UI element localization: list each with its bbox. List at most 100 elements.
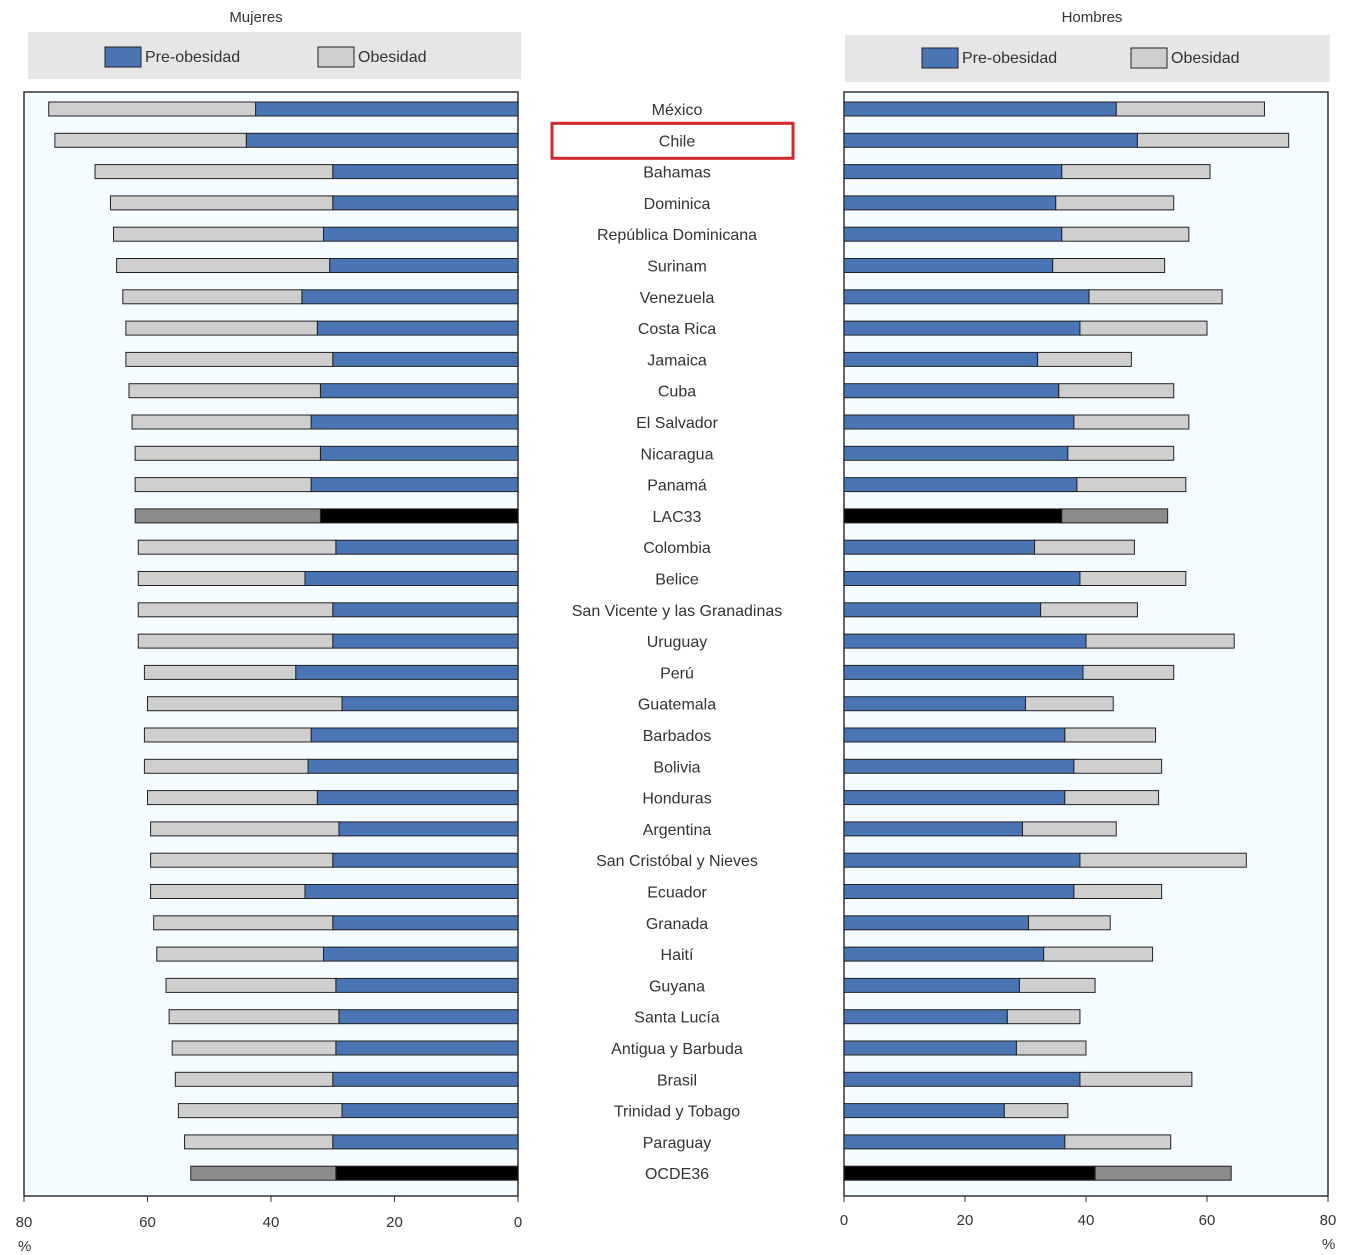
bar-hombres-obe-el-salvador (1073, 414, 1190, 430)
bar-hombres-pre-guyana (843, 977, 1020, 993)
x-tick-label-mujeres: 20 (386, 1214, 403, 1231)
x-tick-label-mujeres: 40 (263, 1214, 280, 1231)
panel-title-hombres: Hombres (1062, 9, 1123, 26)
bar-hombres-obe-ecuador (1073, 884, 1163, 899)
bar-mujeres-pre-surinam (329, 258, 519, 273)
legend-mujeres: Pre-obesidad Obesidad (28, 32, 521, 79)
bar-hombres-obe-antigua-y-barbuda (1015, 1040, 1087, 1056)
bar-mujeres-pre-guatemala (341, 696, 519, 712)
bar-mujeres-obe-trinidad-y-tobago (177, 1103, 343, 1119)
bar-hombres-pre-argentina (843, 821, 1023, 837)
country-label-antigua-y-barbuda: Antigua y Barbuda (611, 1041, 743, 1058)
bar-mujeres-pre-jamaica (332, 351, 519, 367)
bar-mujeres-pre-peru (295, 664, 519, 680)
bar-hombres-obe-belice (1079, 571, 1187, 586)
bar-mujeres-obe-bolivia (143, 758, 309, 774)
bar-hombres-obe-honduras (1064, 790, 1160, 806)
bar-hombres-pre-ecuador (843, 884, 1075, 899)
bar-hombres-obe-peru (1082, 664, 1175, 680)
bar-mujeres-obe-surinam (116, 258, 331, 273)
country-label-chile: Chile (659, 133, 696, 150)
x-tick-label-mujeres: 80 (16, 1214, 33, 1231)
bar-hombres-obe-panama (1076, 477, 1187, 493)
country-label-guatemala: Guatemala (638, 697, 716, 714)
bar-hombres-pre-republica-dominicana (843, 226, 1063, 242)
bar-mujeres-obe-san-cristobal-y-nieves (150, 852, 334, 868)
x-unit-label-mujeres: % (18, 1238, 31, 1255)
bar-hombres-obe-jamaica (1037, 351, 1132, 367)
bar-hombres-obe-uruguay (1085, 633, 1235, 649)
bar-mujeres-obe-venezuela (122, 289, 303, 305)
x-tick-label-hombres: 80 (1320, 1212, 1337, 1229)
bar-mujeres-pre-san-cristobal-y-nieves (332, 852, 519, 868)
bar-hombres-pre-haiti (843, 946, 1045, 962)
bar-mujeres-pre-brasil (332, 1071, 519, 1087)
bar-mujeres-pre-mexico (255, 101, 519, 117)
bar-hombres-pre-colombia (843, 539, 1036, 555)
bar-hombres-pre-honduras (843, 790, 1066, 806)
country-label-el-salvador: El Salvador (636, 415, 718, 432)
bar-mujeres-pre-ocde36 (335, 1165, 519, 1181)
legend-swatch-obe (317, 46, 355, 68)
country-label-granada: Granada (646, 916, 708, 933)
bar-mujeres-obe-belice (137, 571, 306, 586)
x-tick-label-hombres: 60 (1199, 1212, 1216, 1229)
legend-swatch-obe (1130, 47, 1168, 69)
country-label-barbados: Barbados (643, 728, 712, 745)
country-label-ocde36: OCDE36 (645, 1166, 709, 1183)
bar-hombres-pre-jamaica (843, 351, 1039, 367)
bar-hombres-obe-guyana (1018, 977, 1096, 993)
bar-hombres-pre-brasil (843, 1071, 1081, 1087)
bar-mujeres-pre-trinidad-y-tobago (341, 1103, 519, 1119)
country-label-argentina: Argentina (643, 822, 712, 839)
bar-mujeres-obe-brasil (174, 1071, 334, 1087)
bar-hombres-pre-san-cristobal-y-nieves (843, 852, 1081, 868)
bar-mujeres-pre-antigua-y-barbuda (335, 1040, 519, 1056)
bar-mujeres-pre-panama (310, 477, 519, 493)
bar-mujeres-obe-chile (54, 132, 247, 148)
legend-swatch-pre (921, 47, 959, 69)
bar-mujeres-pre-lac33 (319, 508, 519, 524)
bar-hombres-obe-lac33 (1061, 508, 1169, 524)
legend-hombres: Pre-obesidad Obesidad (845, 35, 1330, 82)
bar-hombres-pre-san-vicente-y-las-granadinas (843, 602, 1042, 618)
bar-mujeres-obe-el-salvador (131, 414, 312, 430)
bar-hombres-obe-bahamas (1061, 164, 1211, 180)
bar-hombres-obe-cuba (1058, 383, 1175, 399)
bar-mujeres-obe-cuba (128, 383, 321, 399)
bar-hombres-pre-barbados (843, 727, 1066, 743)
bar-mujeres-pre-honduras (316, 790, 519, 806)
country-label-ecuador: Ecuador (647, 885, 707, 902)
bar-mujeres-pre-venezuela (301, 289, 519, 305)
bar-hombres-pre-santa-lucia (843, 1009, 1008, 1025)
bar-mujeres-pre-uruguay (332, 633, 519, 649)
bar-mujeres-pre-republica-dominicana (322, 226, 519, 242)
bar-hombres-pre-uruguay (843, 633, 1087, 649)
bar-mujeres-obe-antigua-y-barbuda (171, 1040, 337, 1056)
bar-hombres-pre-chile (843, 132, 1138, 148)
bar-mujeres-pre-santa-lucia (338, 1009, 519, 1025)
bar-mujeres-obe-barbados (143, 727, 312, 743)
panel-title-mujeres: Mujeres (229, 9, 282, 26)
bar-hombres-pre-costa-rica (843, 320, 1081, 336)
country-label-brasil: Brasil (657, 1072, 697, 1089)
bar-hombres-obe-mexico (1115, 101, 1265, 117)
bar-hombres-pre-antigua-y-barbuda (843, 1040, 1017, 1056)
bar-mujeres-obe-haiti (156, 946, 324, 962)
country-label-nicaragua: Nicaragua (641, 446, 714, 463)
bar-mujeres-obe-bahamas (94, 164, 334, 180)
bar-mujeres-pre-haiti (322, 946, 519, 962)
bar-mujeres-pre-san-vicente-y-las-granadinas (332, 602, 519, 618)
country-label-venezuela: Venezuela (640, 290, 715, 307)
bar-mujeres-obe-guatemala (147, 696, 343, 712)
country-label-peru: Perú (660, 665, 694, 682)
bar-hombres-obe-san-cristobal-y-nieves (1079, 852, 1247, 868)
x-tick-label-hombres: 20 (957, 1212, 974, 1229)
bar-hombres-obe-guatemala (1025, 696, 1114, 712)
bar-hombres-obe-brasil (1079, 1071, 1193, 1087)
country-label-haiti: Haití (661, 947, 694, 964)
bar-mujeres-pre-dominica (332, 195, 519, 211)
bar-hombres-pre-belice (843, 571, 1081, 586)
bar-hombres-obe-trinidad-y-tobago (1003, 1103, 1069, 1119)
bar-mujeres-obe-mexico (48, 101, 257, 117)
